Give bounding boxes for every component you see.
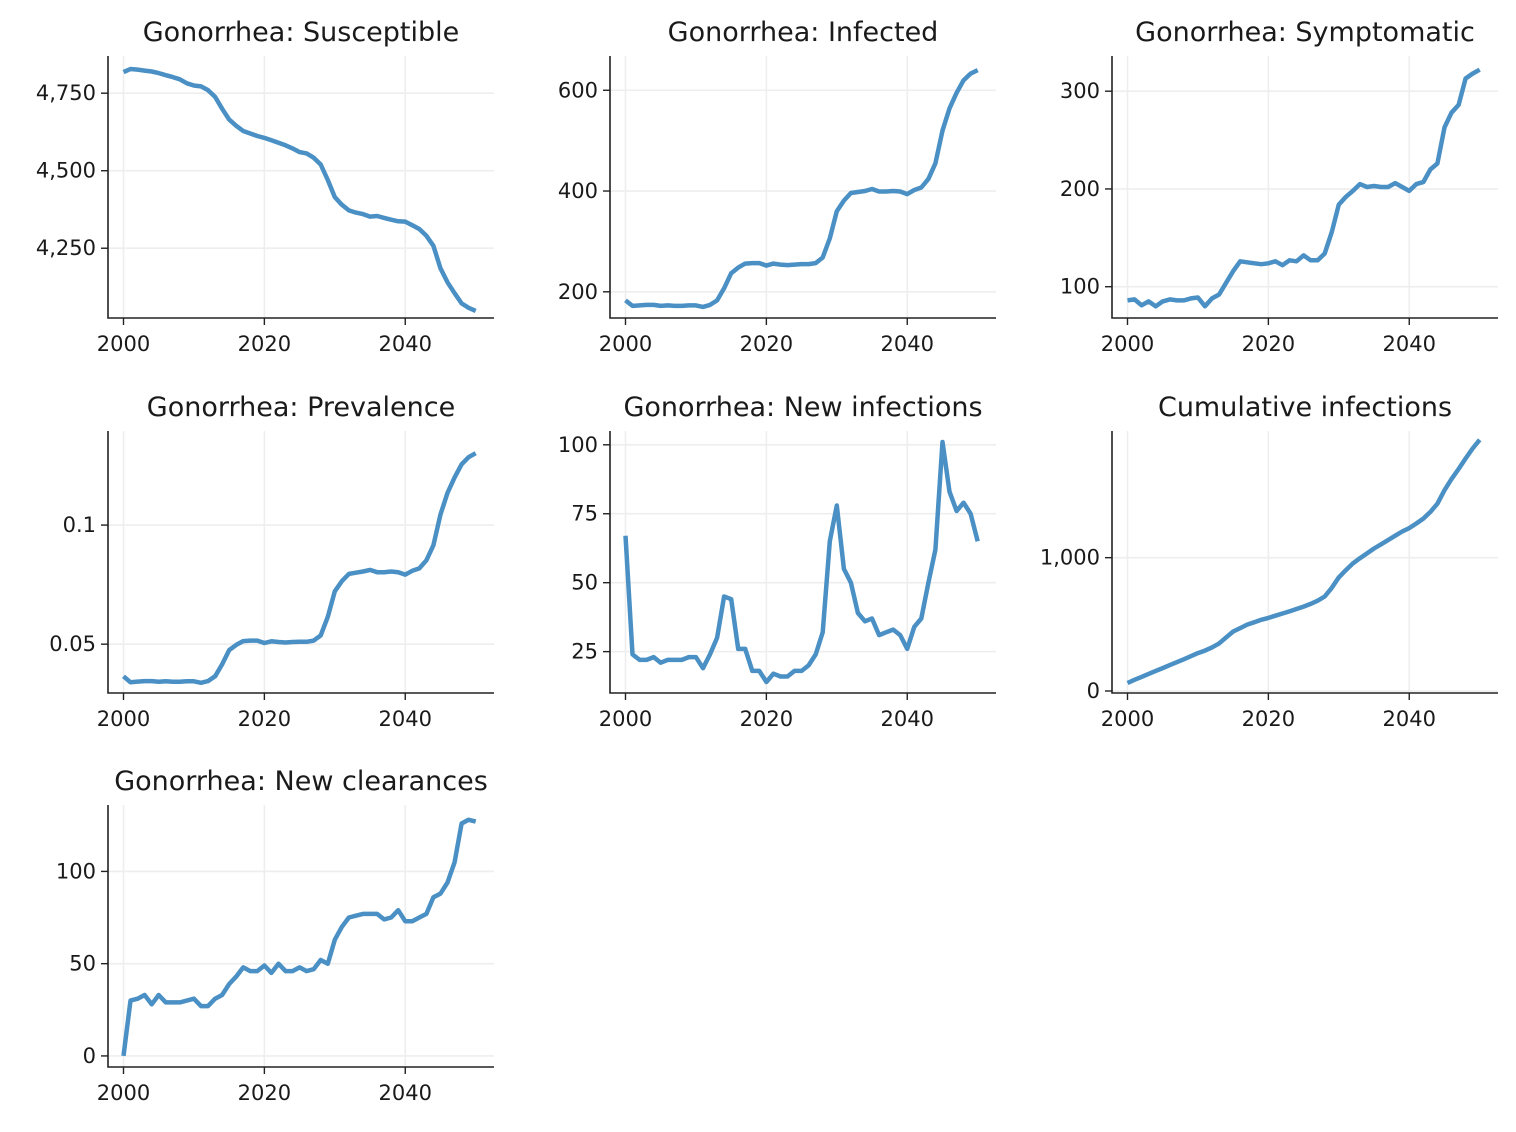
y-tick-label: 200	[1060, 177, 1100, 201]
x-tick-label: 2020	[740, 707, 793, 731]
x-tick-label: 2000	[1101, 332, 1154, 356]
y-tick-label: 4,750	[36, 81, 96, 105]
panel-title: Gonorrhea: New infections	[623, 392, 982, 423]
x-tick-label: 2020	[1242, 707, 1295, 731]
y-tick-label: 600	[558, 78, 598, 102]
panel-title: Gonorrhea: Symptomatic	[1135, 17, 1475, 48]
panel-new-infections: Gonorrhea: New infections 2000 2020 2040 25…	[558, 392, 996, 731]
panel-symptomatic: Gonorrhea: Symptomatic 2000 2020 2040 100 20…	[1060, 17, 1498, 356]
y-tick-label: 4,250	[36, 236, 96, 260]
axes-spine	[107, 56, 494, 319]
x-tick-label: 2000	[599, 332, 652, 356]
y-tick-label: 75	[571, 502, 598, 526]
y-tick-label: 100	[56, 859, 96, 883]
y-tick-label: 0.1	[63, 513, 96, 537]
x-tick-label: 2020	[238, 707, 291, 731]
y-tick-label: 0	[83, 1044, 96, 1068]
panel-title: Gonorrhea: New clearances	[114, 766, 488, 797]
x-tick-label: 2020	[740, 332, 793, 356]
x-tick-label: 2040	[379, 707, 432, 731]
axes-spine	[1111, 56, 1498, 319]
panel-title: Cumulative infections	[1158, 392, 1452, 423]
x-tick-label: 2000	[97, 1081, 150, 1105]
panel-infected: Gonorrhea: Infected 2000 2020 2040 200 400 60…	[558, 17, 996, 356]
axes-spine	[1111, 431, 1498, 694]
series-line	[122, 66, 477, 313]
x-tick-label: 2000	[1101, 707, 1154, 731]
y-tick-label: 4,500	[36, 159, 96, 183]
y-tick-label: 25	[571, 640, 598, 664]
panel-susceptible: Gonorrhea: Susceptible 2000 2020 2040 4,250…	[36, 17, 494, 356]
axes-spine	[609, 56, 996, 319]
panel-new-clearances: Gonorrhea: New clearances 2000 2020 2040 0 5…	[56, 766, 494, 1105]
x-tick-label: 2040	[881, 332, 934, 356]
panel-title: Gonorrhea: Infected	[668, 17, 939, 48]
x-tick-label: 2000	[599, 707, 652, 731]
x-tick-label: 2000	[97, 707, 150, 731]
axes-spine	[609, 431, 996, 694]
axes-spine	[107, 805, 494, 1068]
x-tick-label: 2040	[1383, 332, 1436, 356]
series-line	[623, 439, 980, 685]
panel-prevalence: Gonorrhea: Prevalence 2000 2020 2040 0.05 0.…	[49, 392, 494, 731]
series-line	[624, 68, 979, 310]
axes-spine	[107, 431, 494, 694]
y-tick-label: 50	[571, 571, 598, 595]
x-tick-label: 2040	[881, 707, 934, 731]
x-tick-label: 2040	[1383, 707, 1436, 731]
x-tick-label: 2040	[379, 332, 432, 356]
series-line	[1126, 438, 1482, 686]
y-tick-label: 300	[1060, 79, 1100, 103]
x-tick-label: 2020	[1242, 332, 1295, 356]
panel-title: Gonorrhea: Susceptible	[143, 17, 460, 48]
panel-title: Gonorrhea: Prevalence	[147, 392, 455, 423]
series-line	[122, 451, 477, 686]
y-tick-label: 200	[558, 280, 598, 304]
series-line	[121, 817, 477, 1057]
panel-cumulative-infections: Cumulative infections 2000 2020 2040 0 1,000	[1040, 392, 1498, 731]
x-tick-label: 2020	[238, 1081, 291, 1105]
y-tick-label: 100	[1060, 275, 1100, 299]
y-tick-label: 1,000	[1040, 546, 1100, 570]
y-tick-label: 0.05	[49, 632, 96, 656]
y-tick-label: 100	[558, 433, 598, 457]
y-tick-label: 0	[1087, 679, 1100, 703]
series-line	[1127, 67, 1481, 309]
x-tick-label: 2020	[238, 332, 291, 356]
y-tick-label: 400	[558, 179, 598, 203]
x-tick-label: 2040	[379, 1081, 432, 1105]
y-tick-label: 50	[69, 952, 96, 976]
x-tick-label: 2000	[97, 332, 150, 356]
